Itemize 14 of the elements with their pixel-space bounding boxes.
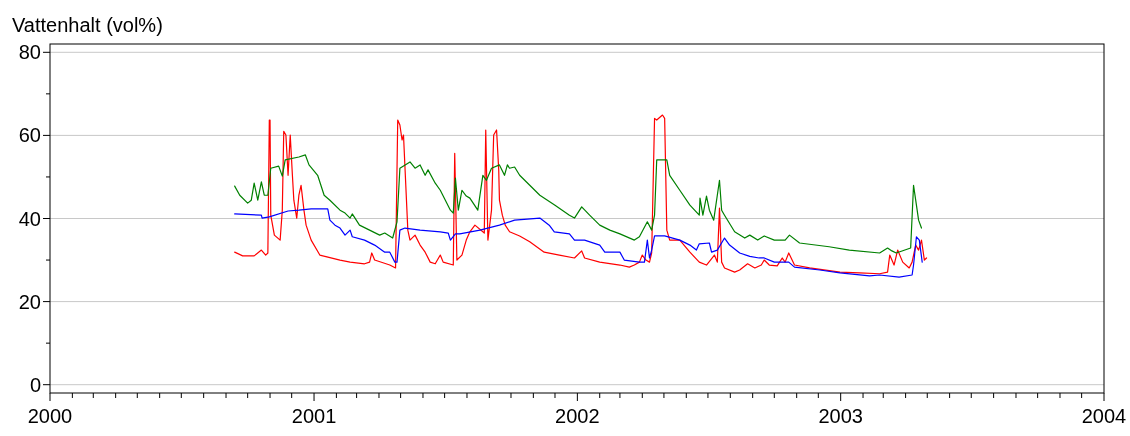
x-tick-label: 2004 [1081, 405, 1127, 427]
y-tick-label: 40 [18, 207, 41, 230]
line-series [234, 208, 923, 278]
y-tick-label: 60 [18, 124, 41, 147]
y-axis-title: Vattenhalt (vol%) [12, 14, 163, 36]
line-series [234, 154, 923, 254]
line-series [234, 114, 928, 275]
y-tick-label: 80 [18, 41, 41, 64]
x-tick-label: 2000 [27, 405, 73, 427]
y-tick-label: 20 [18, 290, 41, 313]
y-tick-label: 0 [29, 373, 41, 396]
x-tick-label: 2003 [818, 405, 863, 427]
x-tick-label: 2001 [291, 405, 337, 427]
x-tick-label: 2002 [555, 405, 600, 427]
